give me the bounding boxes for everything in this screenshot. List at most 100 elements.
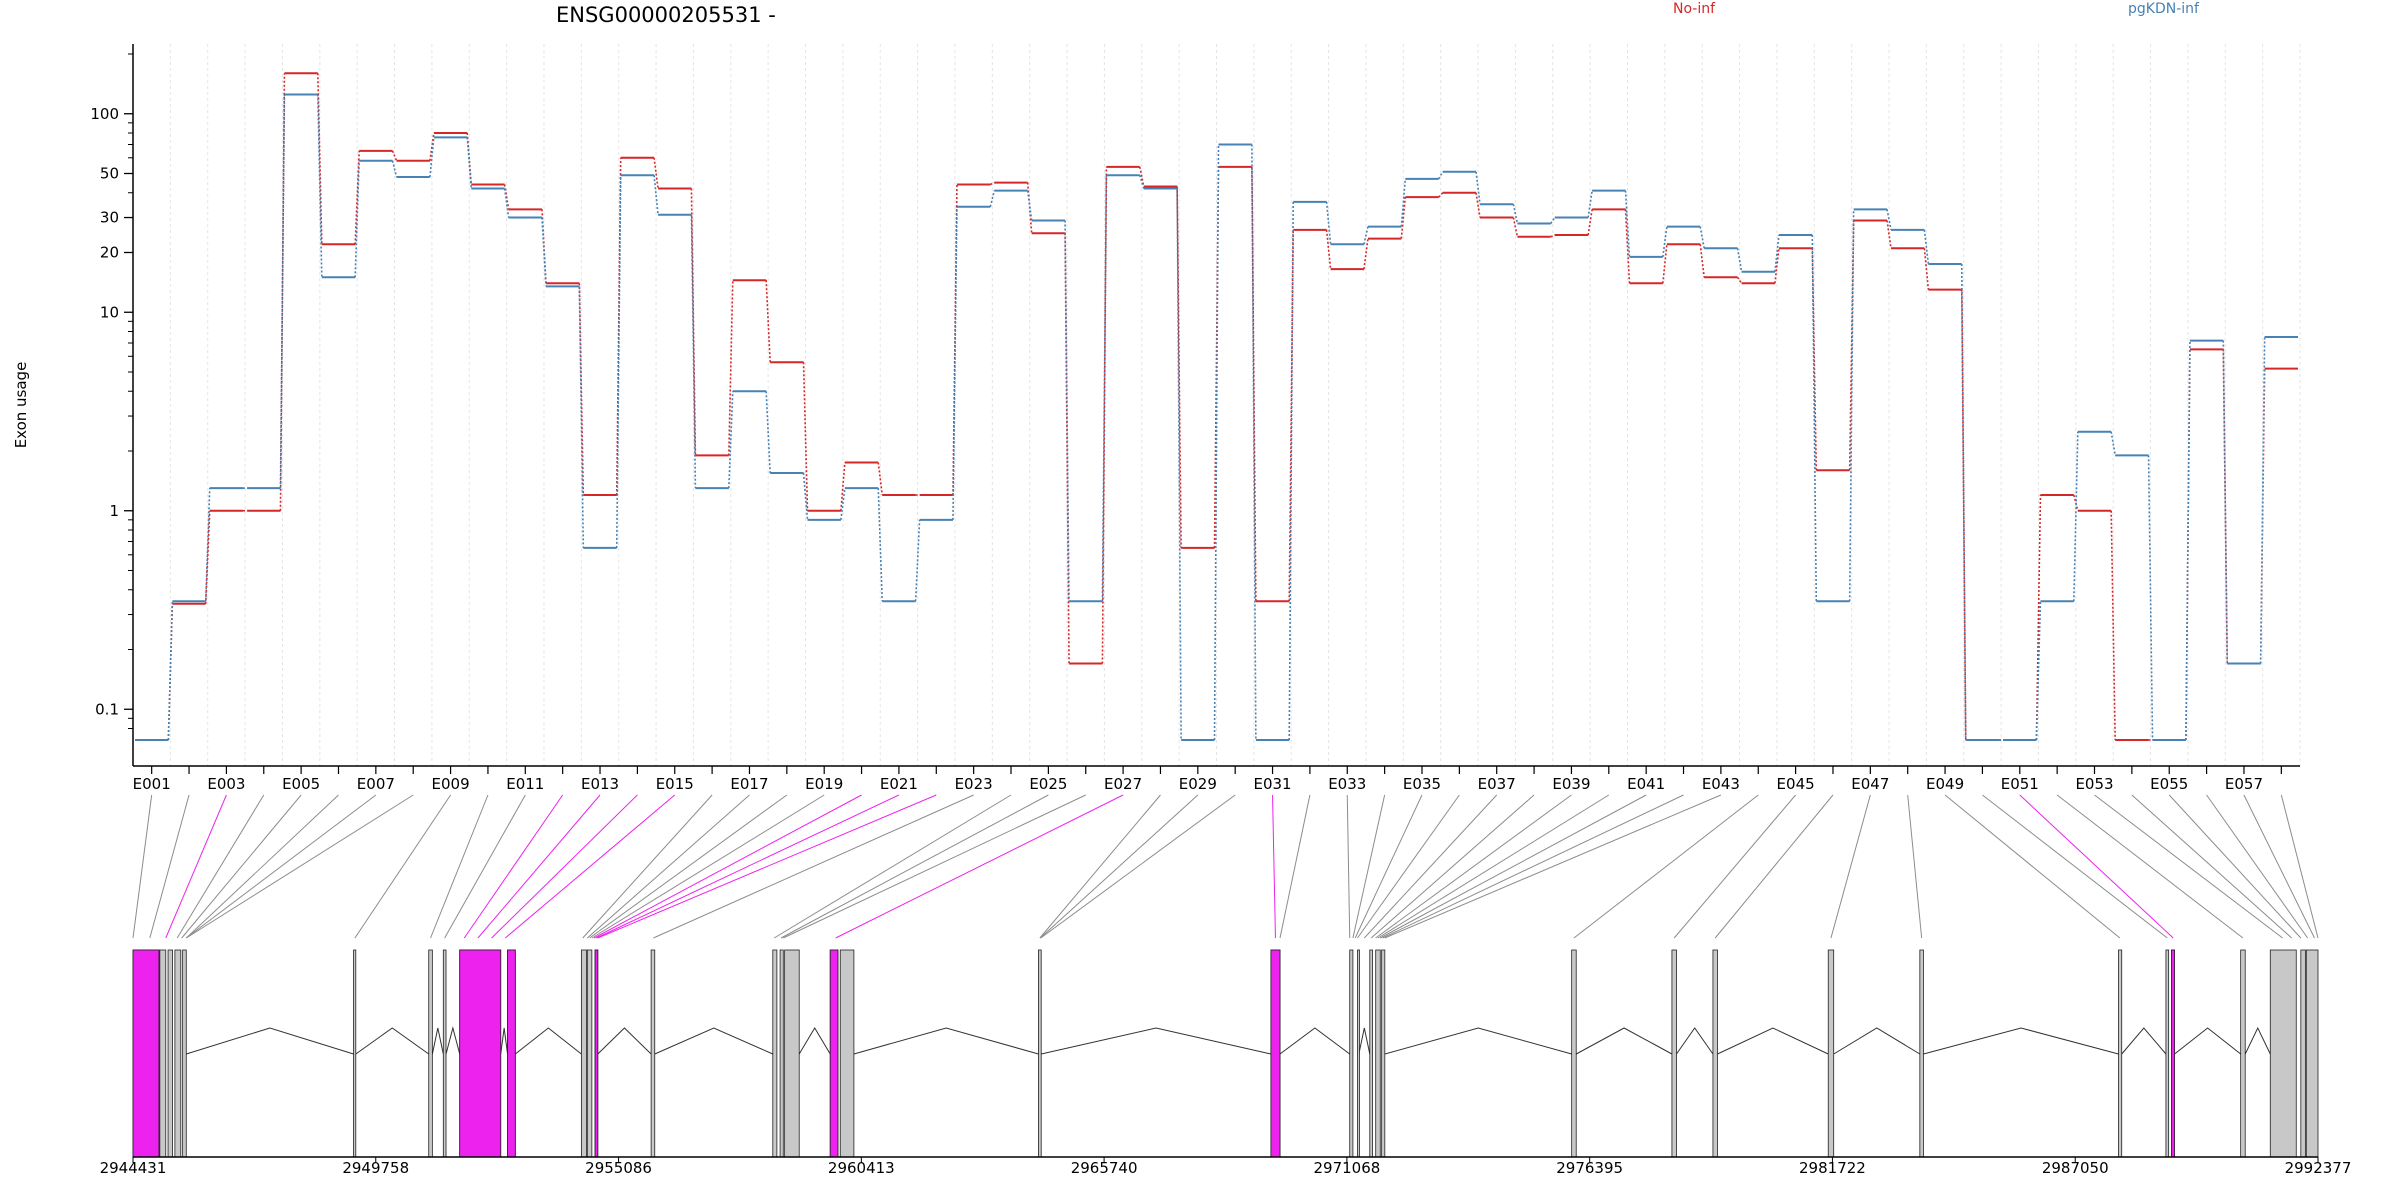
x-gridlines	[132, 44, 2301, 766]
exon-block	[174, 949, 182, 1158]
series-connector	[1587, 209, 1593, 236]
genomic-tick-label: 2965740	[1071, 1159, 1138, 1177]
series-connector	[802, 362, 809, 511]
x-tick-label: E043	[1702, 775, 1740, 793]
genomic-tick-label: 2971068	[1313, 1159, 1380, 1177]
legend-no-inf: No-inf	[1673, 1, 1716, 17]
gene-model	[132, 949, 2319, 1158]
exon-block-highlighted	[507, 949, 516, 1158]
exon-block	[784, 949, 800, 1158]
y-tick-label: 30	[100, 209, 119, 227]
series-connector	[653, 175, 659, 215]
exon-block	[1919, 949, 1924, 1158]
x-tick-label: E035	[1403, 775, 1441, 793]
x-tick-label: E023	[955, 775, 993, 793]
exon-connector	[589, 794, 788, 939]
exon-connector	[1039, 794, 1199, 939]
x-tick-label: E021	[880, 775, 918, 793]
series-connector	[1624, 190, 1631, 257]
series-connector	[1550, 234, 1556, 238]
exon-connector	[185, 794, 377, 939]
exon-connector	[1384, 794, 1722, 939]
series-connector	[1923, 248, 1930, 290]
genomic-tick-label: 2955086	[585, 1159, 652, 1177]
exon-block	[159, 949, 167, 1158]
series-connector	[1363, 238, 1369, 270]
intron	[1575, 1027, 1673, 1055]
exon-connectors	[132, 794, 2319, 939]
exon-connector	[1352, 794, 1386, 939]
exon-connector	[491, 794, 638, 939]
intron	[1717, 1027, 1829, 1055]
x-tick-label: E049	[1926, 775, 1964, 793]
genomic-tick-label: 2987050	[2042, 1159, 2109, 1177]
series-connector	[279, 94, 286, 489]
intron	[654, 1027, 773, 1055]
series-connector	[1886, 220, 1892, 249]
genomic-tick-label: 2944431	[100, 1159, 167, 1177]
intron	[1279, 1027, 1351, 1055]
exon-connector	[1039, 794, 1161, 939]
series-connector	[690, 188, 697, 456]
exon-connector	[1040, 794, 1236, 939]
genomic-tick-label: 2949758	[342, 1159, 409, 1177]
exon-connector	[2131, 794, 2293, 939]
series-connector	[653, 157, 659, 189]
series-connector	[1101, 175, 1108, 602]
genomic-tick-label: 2981722	[1799, 1159, 1866, 1177]
series-connector	[1176, 186, 1182, 548]
series-connector	[914, 519, 921, 602]
exon-connector	[835, 794, 1124, 939]
series-connector	[391, 150, 398, 162]
x-tick-label: E009	[432, 775, 470, 793]
exon-connector	[176, 794, 265, 939]
exon-block	[1349, 949, 1354, 1158]
series-connector	[1325, 229, 1332, 270]
series-connector	[1438, 192, 1444, 198]
series-connector	[989, 181, 995, 186]
x-tick-label: E055	[2150, 775, 2188, 793]
series-connector	[1512, 204, 1519, 224]
exon-block-highlighted	[829, 949, 839, 1158]
intron	[2174, 1027, 2241, 1055]
intron	[514, 1027, 582, 1055]
exon-block	[2165, 949, 2170, 1158]
exon-block	[586, 949, 593, 1158]
exon-connector	[1944, 794, 2121, 939]
genomic-tick-label: 2976395	[1556, 1159, 1623, 1177]
exon-block	[353, 949, 357, 1158]
exon-block	[1671, 949, 1677, 1158]
series-connector	[1512, 217, 1519, 237]
exon-connector	[2019, 794, 2174, 939]
series-connector	[952, 206, 958, 520]
series-connector	[429, 137, 435, 178]
series-connector	[1811, 248, 1818, 471]
x-tick-label: E003	[207, 775, 245, 793]
y-tick-label: 20	[100, 243, 119, 261]
exon-connector	[181, 794, 302, 939]
series-connector	[354, 160, 360, 278]
series-connector	[1624, 209, 1631, 284]
x-tick-label: E053	[2075, 775, 2113, 793]
y-tick-label: 1	[109, 502, 119, 520]
series-connector	[1475, 171, 1481, 205]
series-connector	[1138, 166, 1145, 187]
exon-block-highlighted	[459, 949, 502, 1158]
exon-connector	[653, 794, 974, 939]
x-tick-label: E057	[2225, 775, 2263, 793]
intron	[500, 1027, 509, 1055]
x-tick-label: E029	[1179, 775, 1217, 793]
exon-connector	[1363, 794, 1498, 939]
series-connector	[1960, 289, 1967, 741]
series-connector	[2147, 455, 2154, 741]
series-connector	[1101, 166, 1108, 664]
x-tick-label: E025	[1029, 775, 1067, 793]
exon-block	[1357, 949, 1360, 1158]
series-pgkdn-inf	[135, 93, 2298, 741]
y-tick-label: 100	[90, 105, 119, 123]
series-connector	[1886, 209, 1892, 231]
x-tick-label: E017	[730, 775, 768, 793]
exon-block	[1712, 949, 1718, 1158]
series-connector	[840, 488, 846, 520]
intron	[355, 1027, 430, 1055]
